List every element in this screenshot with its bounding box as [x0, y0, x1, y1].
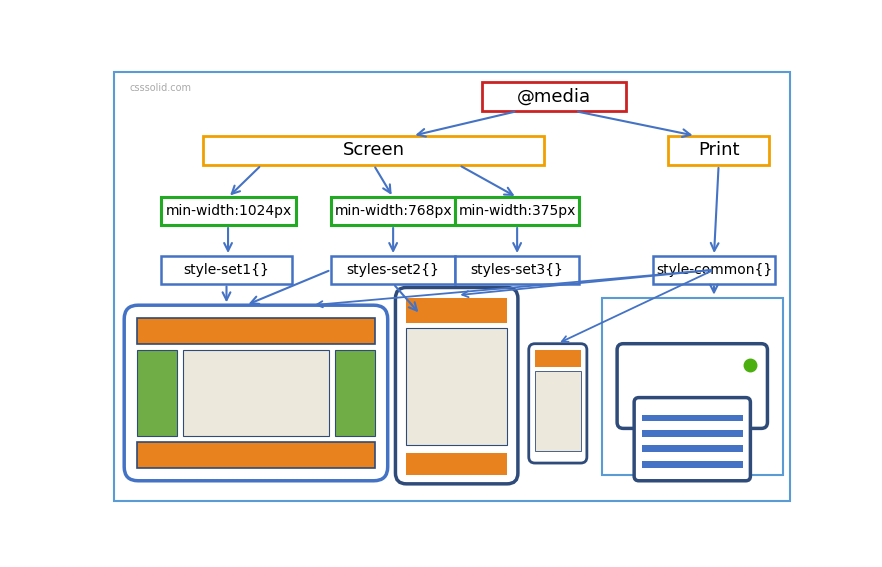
Text: styles-set3{}: styles-set3{} [471, 263, 564, 277]
Bar [331, 197, 455, 225]
Bar [642, 461, 743, 468]
Bar [642, 430, 743, 437]
Bar [455, 197, 579, 225]
FancyBboxPatch shape [124, 305, 388, 481]
Text: style-set1{}: style-set1{} [183, 263, 269, 277]
Bar [455, 256, 579, 284]
Bar [161, 256, 292, 284]
FancyBboxPatch shape [634, 397, 751, 481]
Bar [137, 442, 376, 468]
Bar [137, 350, 177, 436]
Bar [642, 414, 743, 421]
Bar [161, 197, 296, 225]
Bar [482, 82, 625, 111]
Bar [653, 256, 775, 284]
Bar [535, 350, 580, 367]
Bar [407, 298, 507, 323]
Bar [535, 371, 580, 451]
Bar [137, 318, 376, 344]
Text: styles-set2{}: styles-set2{} [347, 263, 439, 277]
Text: min-width:375px: min-width:375px [459, 204, 576, 218]
Text: Print: Print [698, 141, 739, 159]
Text: csssolid.com: csssolid.com [130, 83, 191, 93]
Bar [626, 373, 759, 399]
FancyBboxPatch shape [617, 344, 767, 429]
Bar [407, 328, 507, 445]
Bar [183, 350, 329, 436]
Text: min-width:1024px: min-width:1024px [165, 204, 292, 218]
Bar [642, 445, 743, 452]
Bar [407, 453, 507, 475]
FancyBboxPatch shape [395, 287, 518, 484]
Bar [203, 136, 544, 165]
Text: min-width:768px: min-width:768px [334, 204, 452, 218]
Text: @media: @media [517, 87, 591, 105]
Bar [602, 298, 783, 475]
FancyBboxPatch shape [528, 344, 587, 463]
Text: Screen: Screen [343, 141, 405, 159]
Bar [669, 136, 769, 165]
Text: style-common{}: style-common{} [656, 263, 772, 277]
Bar [331, 256, 455, 284]
Bar [335, 350, 376, 436]
